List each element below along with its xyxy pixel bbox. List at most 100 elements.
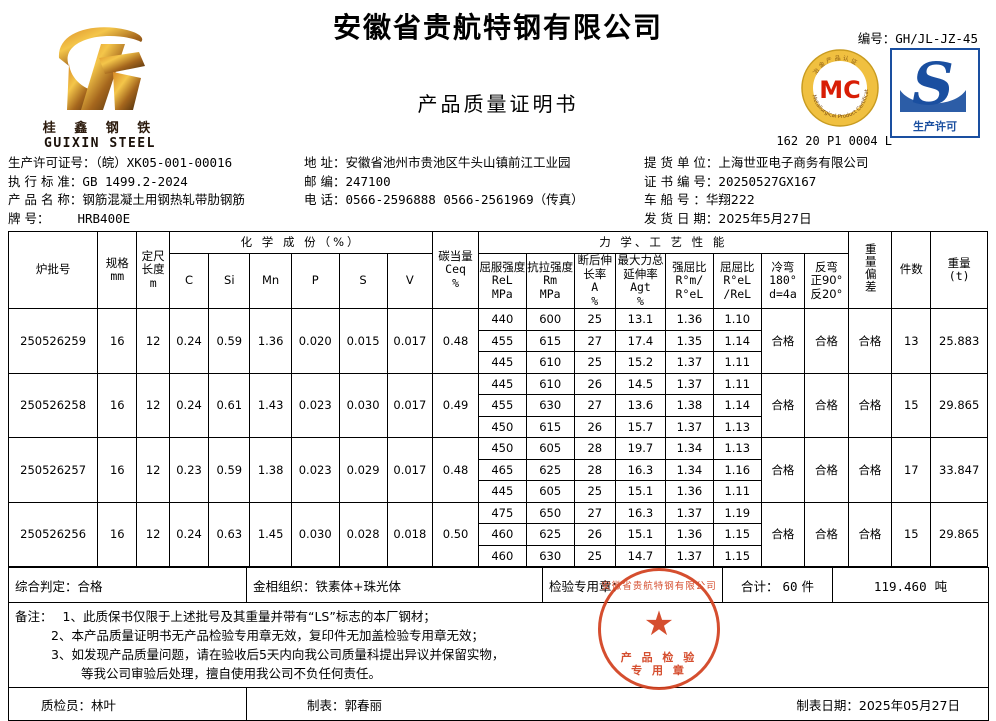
- metallography: 金相组织：铁素体+珠光体: [246, 567, 543, 603]
- th-ceq-unit: %: [452, 275, 460, 290]
- cell-ratio-rel: 1.14: [712, 329, 762, 352]
- th-spec-unit: mm: [110, 269, 125, 283]
- cell-bend: 合格: [760, 308, 806, 374]
- th-elong-unit: %: [591, 293, 599, 308]
- cell-tensile: 625: [525, 458, 575, 481]
- cell-s: 0.015: [338, 308, 388, 374]
- preparer: 制表：郭春丽: [246, 687, 543, 721]
- th-weight-unit: (t): [948, 269, 970, 283]
- cell-length: 12: [136, 501, 170, 567]
- title-block: 安徽省贵航特钢有限公司 产品质量证明书: [8, 6, 988, 117]
- cell-agt: 16.3: [614, 458, 666, 481]
- cell-elong: 26: [573, 415, 616, 438]
- cell-weight-dev: 合格: [847, 372, 893, 438]
- cell-heat-no: 250526259: [7, 308, 99, 374]
- cell-si: 0.59: [208, 437, 251, 503]
- cell-elong: 25: [573, 544, 616, 567]
- th-mn: Mn: [249, 253, 292, 309]
- remarks-row: 备注： 1、此质保书仅限于上述批号及其重量并带有“LS”标志的本厂钢材； 2、本产…: [8, 602, 989, 688]
- info-column-right: 提 货 单 位：上海世亚电子商务有限公司 证 书 编 号：20250527GX1…: [644, 154, 988, 228]
- cell-agt: 15.1: [614, 480, 666, 503]
- cell-ceq: 0.50: [432, 501, 479, 567]
- cell-yield: 445: [477, 372, 527, 395]
- info-block: 生产许可证号：（皖）XK05-001-00016 执 行 标 准：GB 1499…: [8, 154, 988, 228]
- vehicle-value: 华翔222: [705, 192, 755, 207]
- svg-text:MC: MC: [819, 76, 861, 104]
- cell-elong: 26: [573, 372, 616, 395]
- th-yield-sym: ReL: [491, 273, 513, 288]
- cell-tensile: 650: [525, 501, 575, 524]
- standard-value: GB 1499.2-2024: [82, 173, 188, 189]
- th-s: S: [338, 253, 388, 309]
- cell-elong: 26: [573, 523, 616, 546]
- th-bend-l2: d=4a: [769, 286, 797, 301]
- th-pieces: 件数: [891, 231, 932, 309]
- cell-tensile: 625: [525, 523, 575, 546]
- cell-ratio-rm: 1.36: [664, 480, 714, 503]
- cell-tensile: 630: [525, 394, 575, 417]
- table-row: 250526258 16 12 0.24 0.61 1.43 0.023 0.030 0.017…: [7, 372, 988, 438]
- certification-badges: MC Metallurgical Product Certification 冶…: [798, 44, 980, 138]
- th-c: C: [168, 253, 210, 309]
- cell-elong: 28: [573, 458, 616, 481]
- table-row: 250526257 16 12 0.23 0.59 1.38 0.023 0.029 0.017…: [7, 437, 988, 503]
- cell-weight-dev: 合格: [847, 308, 893, 374]
- cell-tensile: 610: [525, 351, 575, 374]
- cell-bend: 合格: [760, 501, 806, 567]
- cell-bend: 合格: [760, 437, 806, 503]
- cell-tensile: 600: [525, 308, 575, 331]
- guixin-logo-icon: [41, 18, 159, 116]
- postcode-value: 247100: [345, 173, 391, 189]
- cell-agt: 15.2: [614, 351, 666, 374]
- cell-ratio-rel: 1.11: [712, 351, 762, 374]
- cell-s: 0.029: [338, 437, 388, 503]
- remark-item-2: 2、本产品质量证明书无产品检验专用章无效，复印件无加盖检验专用章无效；: [51, 628, 484, 643]
- cell-p: 0.023: [290, 372, 340, 438]
- total-pieces: 合计： 60 件: [722, 567, 833, 603]
- cell-ratio-rm: 1.37: [664, 501, 714, 524]
- cell-ratio-rel: 1.19: [712, 501, 762, 524]
- th-p: P: [290, 253, 340, 309]
- cell-weight: 33.847: [930, 437, 988, 503]
- cell-spec: 16: [97, 437, 138, 503]
- cell-bend: 合格: [760, 372, 806, 438]
- cell-p: 0.023: [290, 437, 340, 503]
- sq-production-license-icon: S 生产许可: [890, 48, 980, 138]
- cell-agt: 19.7: [614, 437, 666, 460]
- th-ratio-rel-l2: /ReL: [723, 286, 752, 301]
- info-row: 电 话：0566-2596888 0566-2561969（传真）: [304, 192, 584, 207]
- cell-s: 0.030: [338, 372, 388, 438]
- info-row: 提 货 单 位：上海世亚电子商务有限公司: [644, 155, 869, 170]
- cell-ratio-rel: 1.15: [712, 523, 762, 546]
- info-row: 产 品 名 称：钢筋混凝土用钢热轧带肋钢筋: [8, 192, 245, 207]
- cell-p: 0.020: [290, 308, 340, 374]
- info-row: 地 址：安徽省池州市贵池区牛头山镇前江工业园: [304, 155, 571, 170]
- cell-pieces: 13: [891, 308, 932, 374]
- cell-agt: 14.7: [614, 544, 666, 567]
- th-tensile-sym: Rm: [543, 273, 558, 288]
- cell-s: 0.028: [338, 501, 388, 567]
- cell-weight: 25.883: [930, 308, 988, 374]
- cell-c: 0.24: [168, 372, 210, 438]
- cell-ratio-rm: 1.37: [664, 351, 714, 374]
- cell-ratio-rm: 1.36: [664, 308, 714, 331]
- cell-ratio-rm: 1.37: [664, 544, 714, 567]
- document-number: 编号：GH/JL-JZ-45: [857, 31, 978, 46]
- th-weight: 重量 (t): [930, 231, 988, 309]
- cell-yield: 475: [477, 501, 527, 524]
- signature-row: 质检员：林叶 制表：郭春丽 制表日期：2025年05月27日: [8, 687, 989, 721]
- th-heat-no: 炉批号: [7, 231, 99, 309]
- th-tensile: 抗拉强度 Rm MPa: [525, 253, 575, 309]
- remark-item-1: 1、此质保书仅限于上述批号及其重量并带有“LS”标志的本厂钢材；: [62, 609, 436, 624]
- company-logo: 桂 鑫 钢 铁 GUIXIN STEEL: [30, 18, 170, 151]
- remark-item-4: 等我公司审验后处理，擅自使用我公司不负任何责任。: [81, 666, 382, 681]
- th-group-mechanical: 力 学、工 艺 性 能: [477, 231, 849, 254]
- cell-c: 0.24: [168, 501, 210, 567]
- cell-ratio-rm: 1.37: [664, 372, 714, 395]
- total-weight: 119.460 吨: [832, 567, 989, 603]
- cell-weight: 29.865: [930, 372, 988, 438]
- cell-v: 0.017: [386, 308, 434, 374]
- cell-heat-no: 250526257: [7, 437, 99, 503]
- cell-elong: 27: [573, 394, 616, 417]
- table-row: 455 630 27 13.6 1.38 1.14: [9, 394, 988, 417]
